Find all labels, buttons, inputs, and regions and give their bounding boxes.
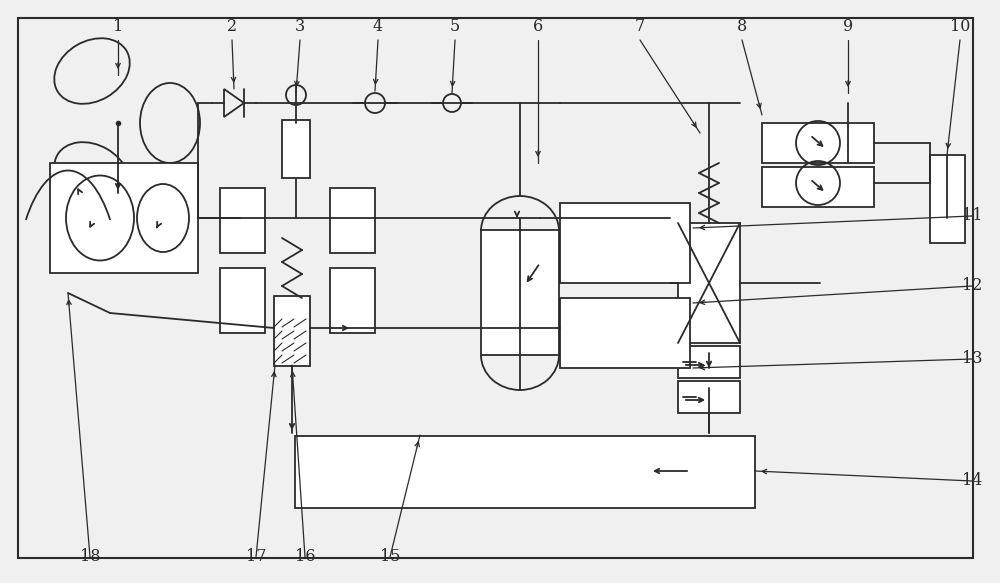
Text: 1: 1 [113,17,123,35]
Bar [295,436,755,508]
Bar [282,120,310,178]
Bar [50,163,198,273]
Bar [481,230,559,355]
Bar [220,268,265,333]
Bar [560,203,690,283]
Bar [762,167,874,207]
Text: 15: 15 [380,548,400,566]
Bar [678,223,740,343]
Text: 12: 12 [962,277,982,294]
Bar [274,296,310,366]
Text: 18: 18 [80,548,100,566]
Text: 5: 5 [450,17,460,35]
Text: 11: 11 [962,207,982,224]
Text: 2: 2 [227,17,237,35]
Text: 16: 16 [295,548,315,566]
Bar [678,381,740,413]
Text: 17: 17 [246,548,266,566]
Bar [220,188,265,253]
Text: 6: 6 [533,17,543,35]
Text: 3: 3 [295,17,305,35]
Bar [330,188,375,253]
Bar [560,298,690,368]
Text: 8: 8 [737,17,747,35]
Text: 9: 9 [843,17,853,35]
Text: 10: 10 [950,17,970,35]
Text: 4: 4 [373,17,383,35]
Bar [930,155,965,243]
Text: 7: 7 [635,17,645,35]
Bar [678,346,740,378]
Text: 13: 13 [962,350,982,367]
Bar [762,123,874,163]
Text: 14: 14 [962,472,982,490]
Bar [330,268,375,333]
